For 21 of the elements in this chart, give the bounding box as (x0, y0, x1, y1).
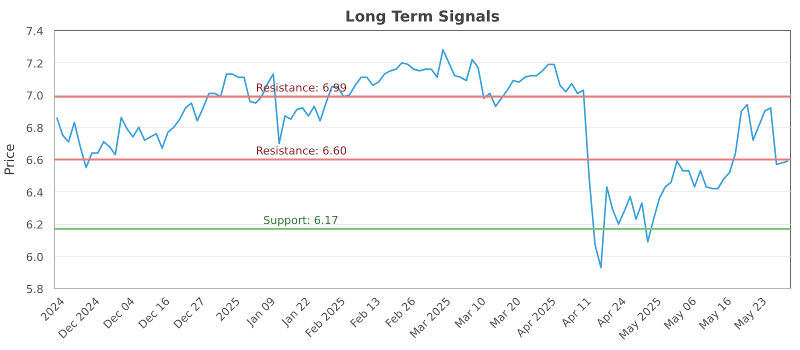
x-tick-label: Mar 10 (452, 294, 489, 332)
x-tick-label: Dec 04 (100, 294, 138, 332)
chart-title: Long Term Signals (345, 8, 500, 26)
line-series (56, 49, 789, 268)
y-tick-label: 7.0 (26, 90, 44, 102)
x-tick-label: Dec 16 (136, 294, 173, 332)
y-tick-label: 6.2 (26, 218, 44, 232)
x-tick-label: Jan 09 (244, 294, 278, 330)
y-tick-label: 6.4 (26, 186, 44, 200)
y-tick-label: 6.6 (26, 154, 44, 167)
x-tick-label: Feb 13 (348, 294, 384, 330)
y-tick-label: 6.0 (26, 250, 44, 264)
x-tick-label: Dec 27 (171, 294, 208, 332)
ref-line-label: Support: 6.17 (263, 214, 338, 227)
y-axis-title: Price (3, 144, 18, 176)
y-tick-label: 5.8 (26, 283, 44, 296)
y-tick-label: 7.2 (26, 57, 44, 70)
y-tick-label: 7.4 (26, 25, 44, 38)
y-tick-label: 6.8 (26, 122, 44, 135)
x-tick-label: Apr 11 (558, 294, 594, 330)
ref-line-label: Resistance: 6.60 (256, 144, 347, 158)
